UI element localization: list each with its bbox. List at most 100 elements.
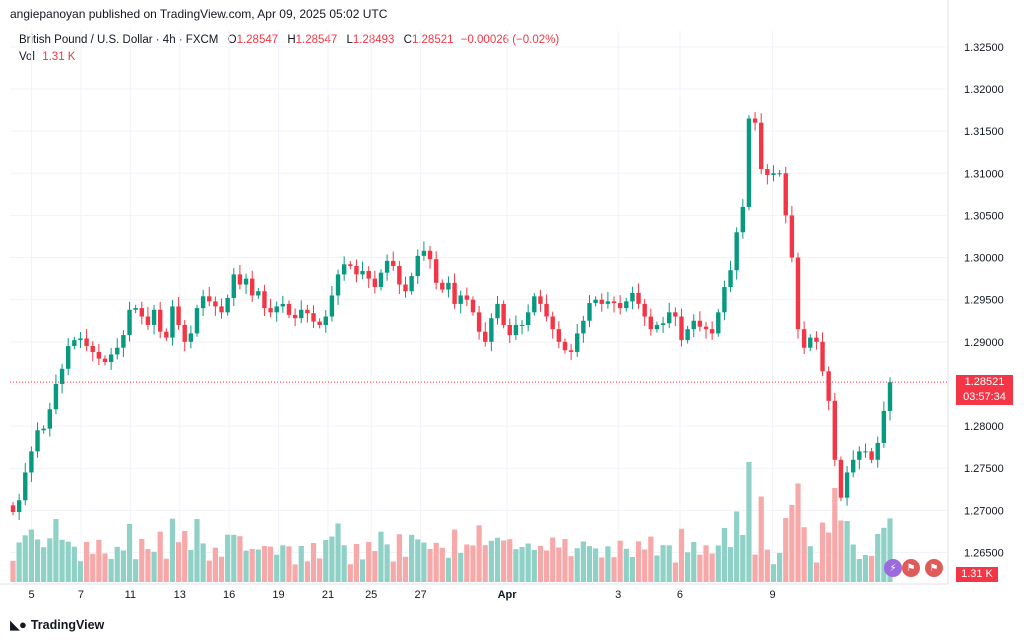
volume-bar	[10, 560, 16, 582]
candle-body	[65, 346, 71, 369]
volume-bar	[783, 518, 789, 582]
volume-bar	[648, 536, 654, 582]
candle-body	[305, 309, 310, 314]
volume-bar	[494, 537, 501, 582]
volume-bar	[709, 553, 715, 582]
candle-body	[624, 301, 629, 309]
candle-body	[746, 118, 752, 207]
volume-bar	[182, 531, 188, 582]
volume-bar	[71, 546, 77, 582]
candle-body	[329, 295, 335, 317]
volume-bar	[353, 544, 360, 582]
us-flag-icon[interactable]: ⚑	[902, 559, 920, 577]
high-value: 1.28547	[295, 34, 338, 46]
volume-bar	[292, 564, 298, 582]
candle-body	[611, 301, 617, 304]
volume-bar	[838, 520, 844, 582]
x-tick-label: 6	[677, 589, 683, 601]
volume-bar	[286, 546, 292, 582]
volume-bar	[599, 557, 605, 582]
candle-body	[121, 335, 126, 348]
x-tick-label: 13	[174, 589, 186, 601]
volume-bar	[366, 541, 372, 582]
volume-bar	[274, 554, 280, 582]
volume-bar	[402, 556, 409, 582]
volume-bar	[727, 547, 734, 582]
us-flag-icon[interactable]: ⚑	[925, 559, 943, 577]
time-axis: 5 7 11 13 16 19 21 25 27 Apr 3 6 9	[28, 589, 775, 601]
candle-body	[96, 351, 102, 359]
volume-bar	[666, 545, 672, 582]
volume-bar	[133, 559, 139, 582]
candle-body	[593, 299, 598, 304]
candle-body	[397, 265, 402, 285]
volume-bar	[764, 549, 770, 582]
candle-body	[783, 173, 788, 216]
candle-body	[838, 459, 844, 498]
lightning-icon[interactable]: ⚡	[884, 559, 902, 577]
low-value: 1.28493	[352, 34, 395, 46]
publish-attribution: angiepanoyan published on TradingView.co…	[10, 7, 388, 21]
volume-bar	[47, 538, 53, 582]
volume-bar	[770, 564, 777, 582]
candle-body	[801, 329, 807, 348]
last-price-value: 1.28521	[964, 376, 1005, 389]
price-change: −0.00026 (−0.02%)	[460, 34, 560, 46]
candle-body	[489, 318, 494, 342]
candle-body	[869, 451, 874, 460]
candle-body	[225, 297, 230, 313]
candle-body	[151, 309, 157, 325]
candle-body	[532, 296, 537, 313]
volume-bar	[819, 522, 826, 582]
candle-body	[820, 341, 825, 372]
volume-bar	[231, 534, 237, 582]
candle-body	[464, 295, 470, 300]
volume-bar	[16, 542, 22, 582]
volume-bar	[507, 539, 513, 582]
volume-bar	[59, 539, 65, 582]
volume-bar	[715, 545, 721, 582]
volume-bar	[188, 550, 194, 582]
candle-body	[421, 250, 427, 256]
footer-brand[interactable]: ◣● TradingView	[10, 617, 104, 633]
candle-body	[29, 451, 34, 473]
candle-body	[280, 303, 286, 307]
candle-body	[59, 368, 65, 384]
volume-bar	[317, 558, 323, 582]
candle-body	[507, 324, 512, 336]
x-tick-label: 27	[414, 589, 426, 601]
volume-bar	[617, 540, 623, 582]
volume-bar	[635, 541, 642, 582]
volume-bar	[789, 505, 795, 582]
volume-bar	[703, 545, 709, 582]
volume-bar	[218, 556, 225, 582]
x-tick-label: 25	[365, 589, 377, 601]
candle-body	[433, 259, 439, 283]
candle-body	[84, 338, 89, 347]
volume-bar	[22, 535, 28, 582]
candle-body	[115, 347, 120, 355]
candle-body	[759, 122, 764, 170]
candle-body	[415, 255, 420, 277]
candle-body	[378, 272, 384, 288]
y-tick-label: 1.28000	[964, 421, 1004, 433]
candle-body	[538, 296, 543, 304]
volume-bar	[470, 545, 476, 582]
candle-body	[286, 303, 292, 315]
volume-bar	[384, 544, 390, 582]
candle-body	[41, 428, 46, 431]
close-label: C	[403, 34, 412, 46]
y-tick-label: 1.30500	[964, 210, 1004, 222]
candle-body	[16, 500, 22, 513]
volume-bar	[807, 546, 813, 582]
volume-bar	[519, 547, 525, 582]
candle-body	[127, 309, 132, 336]
volume-bar	[96, 539, 102, 582]
volume-bar	[310, 543, 317, 582]
volume-bar	[574, 548, 580, 582]
candle-body	[188, 333, 194, 342]
candle-body	[182, 324, 187, 342]
volume-bar	[347, 564, 353, 582]
candle-body	[814, 337, 819, 342]
